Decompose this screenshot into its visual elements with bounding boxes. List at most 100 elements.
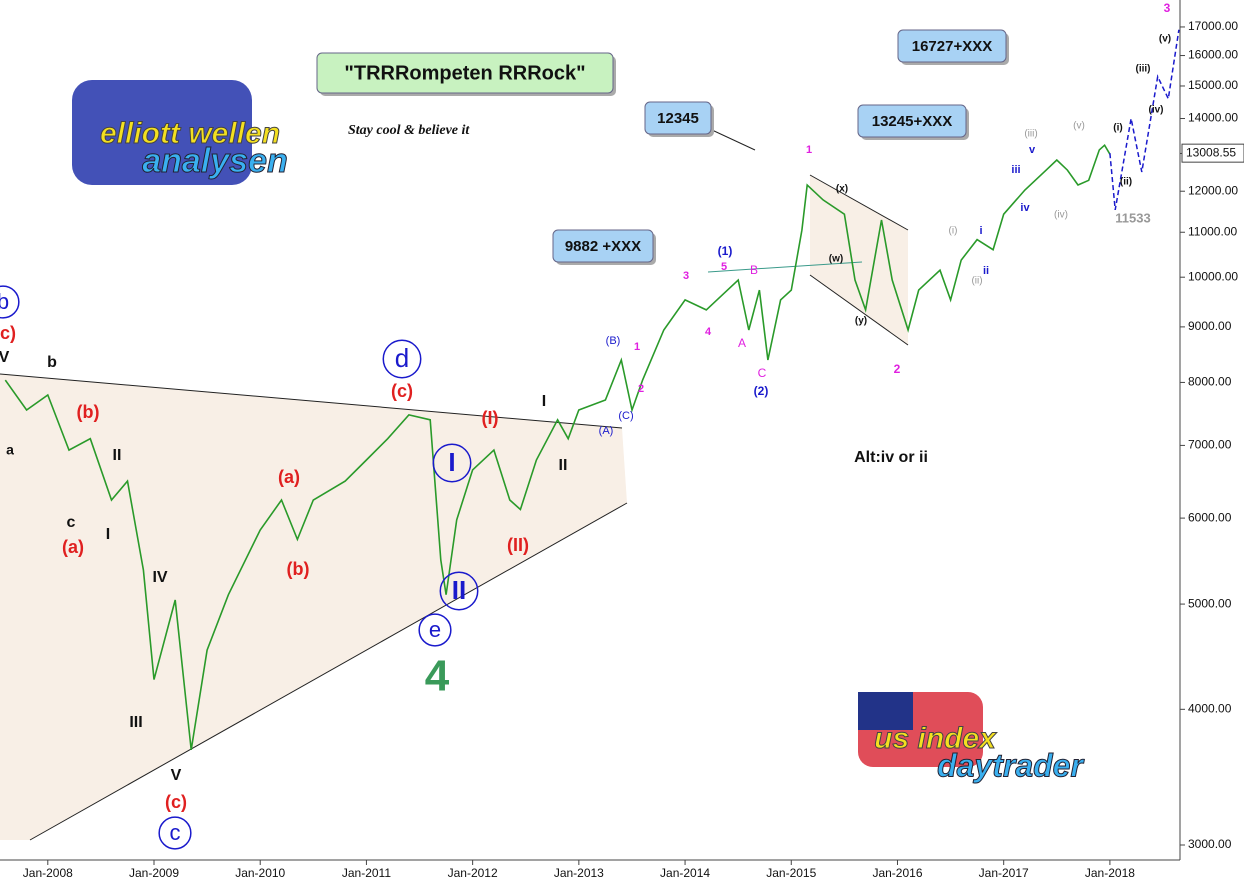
wave-label: (2) [754,384,769,398]
wave-label: (C) [618,410,633,422]
wave-label: (iii) [1024,129,1037,140]
wave-label: (c) [165,792,187,812]
triangle-fill [0,374,627,840]
wave-label: e [429,617,441,642]
wave-label: (ii) [1120,177,1132,188]
y-tick-label: 3000.00 [1188,837,1232,851]
wave-label: v [1029,144,1036,156]
x-tick-label: Jan-2018 [1085,866,1135,880]
wave-label: 2 [638,383,644,395]
box [897,29,1007,63]
wave-label: (i) [1113,123,1122,134]
x-tick-label: Jan-2009 [129,866,179,880]
wave-label: 4 [425,652,450,701]
box [857,104,967,138]
wave-circle [158,816,192,850]
wave-circle [0,285,20,319]
wave-label: 1 [806,144,812,156]
wave-label: b [47,354,57,371]
wave-label: 4 [705,326,712,338]
wave-label: (iv) [1149,105,1164,116]
y-tick-label: 11000.00 [1188,224,1237,238]
box-label: 13245+XXX [872,113,953,130]
y-tick-label: 7000.00 [1188,438,1232,452]
wave-label: B [750,263,758,277]
wave-label: V [171,767,182,784]
wave-label: iv [1020,202,1030,214]
wave-label: V [0,349,10,366]
wave-label: (v) [1073,121,1085,132]
wave-label: (II) [507,535,529,555]
last-price-box [1181,143,1244,163]
wave-label: (y) [855,316,867,327]
wave-label: C [758,366,767,380]
logo-text: analysen [142,142,288,180]
wave-label: (v) [1159,34,1171,45]
y-tick-label: 15000.00 [1188,78,1238,92]
y-tick-label: 12000.00 [1188,183,1238,197]
wave-label: (x) [836,184,848,195]
wave-label: (I) [482,408,499,428]
wave-circle [439,571,479,611]
last-price-label: 13008.55 [1186,145,1236,159]
y-tick-label: 16000.00 [1188,48,1238,62]
wave-label: 3 [683,270,689,282]
y-tick-label: 17000.00 [1188,19,1238,33]
wave-label: 11533 [1115,210,1150,225]
wave-label: (c) [0,323,16,343]
box [552,229,654,263]
x-tick-label: Jan-2011 [342,866,391,880]
wave-label: 3 [1164,1,1171,15]
pointer-line [711,129,756,151]
wave-label: 2 [894,362,901,376]
wave-label: (iii) [1136,64,1151,75]
wave-label: (B) [606,335,621,347]
logo-text: elliott wellen [100,117,280,150]
wave-label: b [0,289,9,314]
x-tick-label: Jan-2017 [979,866,1029,880]
wave-label: a [6,442,14,458]
wave-label: (ii) [971,276,982,287]
wave-label: (a) [62,537,84,557]
box-label: "TRRRompeten RRRock" [344,62,585,84]
logo-flag [858,692,913,730]
box-label: 16727+XXX [912,38,993,55]
wave-label: (c) [391,381,413,401]
wave-circle [418,613,452,647]
price-line [4,143,1111,751]
wave-label: II [452,575,466,605]
wave-label: II [559,457,568,474]
channel-line [809,274,909,346]
wave-label: ii [983,265,989,277]
wave-label: A [738,336,746,350]
x-tick-label: Jan-2013 [554,866,604,880]
wave-label: (a) [278,467,300,487]
box [644,101,712,135]
wave-label: (b) [287,559,310,579]
wave-label: III [129,714,142,731]
x-tick-label: Jan-2008 [23,866,73,880]
wave-label: (iv) [1054,210,1068,221]
wave-label: Alt:iv or ii [854,449,928,466]
x-tick-label: Jan-2010 [235,866,285,880]
wave-label: d [395,343,409,373]
y-tick-label: 6000.00 [1188,510,1232,524]
logo: elliott wellen analysen [72,80,288,185]
projection-line [1109,29,1180,211]
x-tick-label: Jan-2012 [448,866,498,880]
y-tick-label: 4000.00 [1188,701,1232,715]
wave-label: 1 [634,341,640,353]
logo: us index daytrader [858,692,1085,784]
wave-label: (w) [829,254,843,265]
wave-label: (A) [599,425,614,437]
wave-label: I [106,526,110,543]
wave-label: IV [152,569,167,586]
wave-circle [432,443,472,483]
logo-flag [72,80,252,185]
y-tick-label: 9000.00 [1188,319,1232,333]
wave-label: (b) [77,402,100,422]
wave-label: II [113,447,122,464]
wave-label: (i) [949,226,958,237]
